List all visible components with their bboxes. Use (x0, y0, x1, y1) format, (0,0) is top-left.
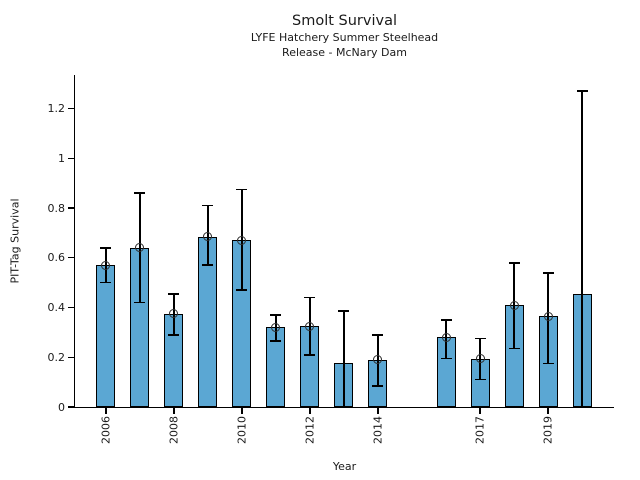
data-point-marker (169, 309, 179, 319)
error-bar-cap-top (474, 337, 486, 340)
x-tick-label: 2017 (473, 416, 487, 444)
data-point-marker (475, 354, 485, 363)
y-tick-mark (68, 157, 74, 159)
data-point-marker (441, 332, 451, 342)
error-bar-cap-bottom (270, 340, 282, 342)
x-tick-mark (241, 408, 243, 415)
y-axis-spine (73, 75, 75, 409)
x-tick-mark (377, 408, 379, 415)
error-bar-cap-top (270, 314, 282, 316)
x-tick-mark (479, 408, 481, 415)
error-bar-cap-bottom (236, 289, 248, 291)
y-tick-label: 0.8 (47, 201, 66, 215)
y-tick-label: 0.6 (47, 251, 66, 265)
y-tick-label: 1 (58, 151, 65, 165)
y-tick-label: 0.4 (47, 301, 66, 315)
x-tick-label: 2010 (235, 416, 249, 444)
y-tick-mark (68, 306, 74, 309)
data-point-marker (509, 300, 519, 310)
error-bar-cap-bottom (202, 264, 214, 267)
error-bar-cap-top (134, 192, 146, 194)
error-bar-cap-bottom (440, 357, 452, 360)
y-tick-mark (68, 207, 74, 209)
data-point-marker (271, 322, 281, 332)
error-bar-cap-top (304, 296, 316, 299)
x-tick-label: 2014 (371, 416, 385, 444)
error-bar-cap-bottom (100, 281, 112, 284)
error-bar-line (581, 91, 583, 407)
error-bar-cap-bottom (542, 362, 554, 365)
x-axis-spine (73, 407, 614, 409)
x-tick-mark (105, 408, 107, 415)
y-axis-label: PIT-Tag Survival (8, 198, 22, 284)
chart-subtitle-line1: LYFE Hatchery Summer Steelhead (250, 31, 439, 44)
chart-title: Smolt Survival (292, 13, 397, 29)
error-bar-line (343, 311, 345, 407)
data-point-marker (543, 311, 553, 321)
error-bar-cap-bottom (304, 353, 316, 356)
error-bar-cap-bottom (508, 347, 520, 350)
x-tick-label: 2012 (303, 416, 317, 444)
y-tick-label: 1.2 (47, 102, 66, 116)
x-tick-mark (173, 408, 175, 415)
error-bar-cap-top (202, 204, 214, 207)
data-point-marker (237, 235, 247, 245)
data-point-marker (305, 321, 315, 331)
bar (96, 265, 116, 407)
error-bar-cap-top (100, 247, 112, 249)
x-axis-label: Year (332, 460, 357, 473)
data-point-marker (203, 232, 213, 242)
y-tick-label: 0 (58, 400, 65, 414)
x-tick-mark (547, 408, 549, 415)
error-bar-cap-top (338, 310, 350, 313)
error-bar-cap-bottom (372, 385, 384, 387)
error-bar-cap-top (576, 90, 588, 92)
x-tick-mark (309, 408, 311, 415)
error-bar-cap-top (508, 261, 520, 264)
y-tick-label: 0.2 (47, 350, 66, 364)
data-point-marker (135, 243, 145, 253)
y-tick-mark (68, 107, 74, 110)
x-tick-label: 2019 (541, 416, 555, 444)
y-tick-mark (68, 406, 74, 408)
error-bar-cap-top (440, 319, 452, 321)
error-bar-cap-top (168, 293, 180, 295)
x-tick-label: 2008 (167, 416, 181, 444)
error-bar-cap-top (542, 271, 554, 274)
error-bar-cap-top (236, 188, 248, 191)
error-bar-cap-top (372, 334, 384, 336)
y-tick-mark (68, 356, 74, 358)
error-bar-cap-bottom (134, 301, 146, 304)
error-bar-cap-bottom (474, 378, 486, 381)
error-bar-cap-bottom (168, 334, 180, 336)
data-point-marker (101, 260, 111, 270)
y-tick-mark (68, 257, 74, 259)
x-tick-label: 2006 (99, 416, 113, 444)
chart-subtitle-line2: Release - McNary Dam (282, 46, 407, 59)
data-point-marker (373, 355, 383, 365)
